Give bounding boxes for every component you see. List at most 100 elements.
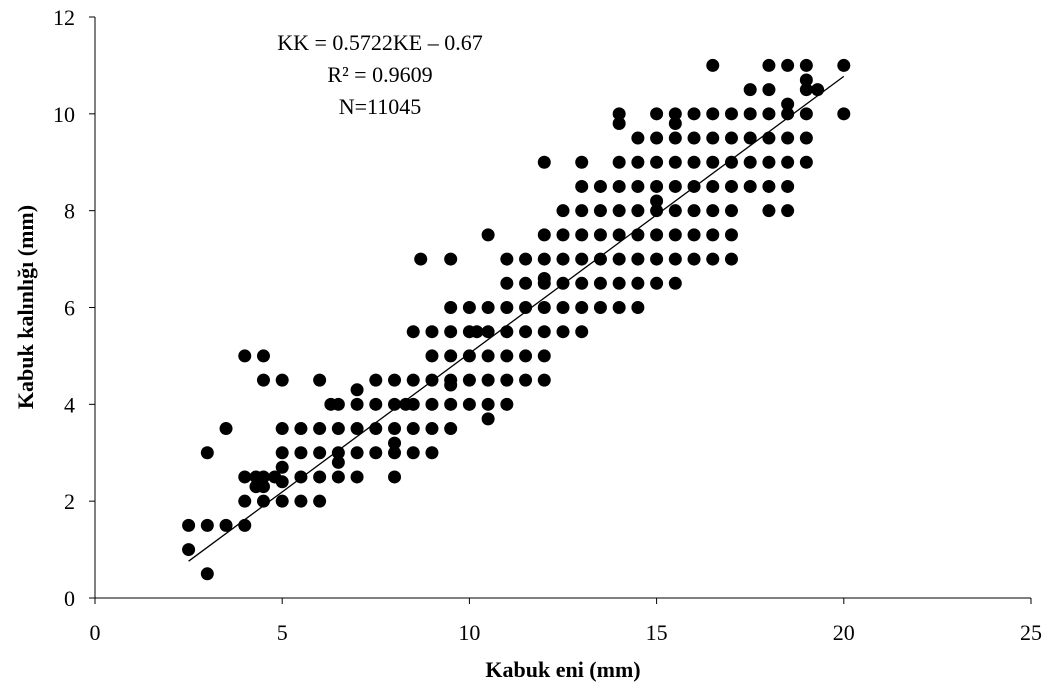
trendline	[188, 75, 845, 562]
data-point	[781, 204, 795, 218]
data-point	[556, 325, 570, 339]
x-tick-label: 5	[277, 620, 288, 645]
x-tick-label: 25	[1020, 620, 1042, 645]
data-point	[275, 494, 289, 508]
data-point	[593, 276, 607, 290]
data-point	[612, 117, 626, 131]
data-point	[200, 446, 214, 460]
data-point	[519, 325, 533, 339]
data-point	[313, 470, 327, 484]
data-point	[743, 83, 757, 97]
data-point	[519, 301, 533, 314]
data-point	[687, 131, 701, 145]
data-point	[593, 228, 607, 242]
y-tick-label: 6	[64, 296, 75, 321]
data-point	[425, 325, 439, 339]
data-point	[781, 131, 795, 145]
data-point	[537, 301, 551, 314]
data-point	[668, 204, 682, 218]
data-point	[275, 373, 289, 387]
x-tick-label: 0	[90, 620, 101, 645]
data-point	[219, 422, 233, 436]
data-point	[687, 252, 701, 266]
data-point	[369, 422, 383, 436]
data-point	[575, 325, 589, 339]
data-point	[762, 179, 776, 193]
data-point	[668, 228, 682, 242]
data-point	[331, 455, 345, 469]
data-point	[256, 373, 270, 387]
axes-layer: 0 5 10 15 20 25 0 2 4 6 8 10 12	[53, 5, 1042, 645]
data-point	[369, 446, 383, 460]
data-point	[650, 194, 664, 208]
data-point	[519, 276, 533, 290]
data-point	[500, 373, 514, 387]
labels-layer: KK = 0.5722KE – 0.67 R² = 0.9609 N=11045…	[13, 30, 641, 682]
data-point	[743, 179, 757, 193]
data-point	[668, 252, 682, 266]
data-point	[481, 325, 495, 339]
data-point	[724, 107, 738, 121]
data-point	[575, 204, 589, 218]
data-point	[724, 228, 738, 242]
y-tick-label: 4	[64, 392, 75, 417]
data-point	[575, 252, 589, 266]
data-point	[706, 228, 720, 242]
data-point	[799, 131, 813, 145]
data-point	[706, 131, 720, 145]
data-point	[294, 494, 308, 508]
data-point	[743, 131, 757, 145]
data-point	[238, 349, 252, 363]
data-point	[781, 58, 795, 72]
data-point	[275, 446, 289, 460]
data-point	[500, 349, 514, 363]
data-point	[350, 470, 364, 484]
data-point	[238, 518, 252, 532]
data-point	[388, 397, 402, 411]
data-point	[537, 373, 551, 387]
data-point	[182, 518, 196, 532]
data-point	[444, 252, 458, 266]
data-point	[762, 131, 776, 145]
data-point	[650, 276, 664, 290]
data-point	[537, 155, 551, 169]
data-point	[650, 228, 664, 242]
data-point	[462, 301, 476, 314]
data-point	[687, 107, 701, 121]
data-point	[537, 252, 551, 266]
data-point	[631, 155, 645, 169]
data-point	[706, 155, 720, 169]
data-point	[556, 252, 570, 266]
data-point	[406, 373, 420, 387]
y-tick-label: 10	[53, 102, 75, 127]
x-axis-title: Kabuk eni (mm)	[485, 657, 640, 682]
data-point	[331, 422, 345, 436]
data-point	[631, 131, 645, 145]
data-point	[706, 107, 720, 121]
data-point	[537, 228, 551, 242]
y-tick-label: 0	[64, 586, 75, 611]
data-point	[406, 397, 420, 411]
data-point	[593, 301, 607, 314]
data-point	[631, 204, 645, 218]
data-point	[425, 397, 439, 411]
data-point	[781, 155, 795, 169]
data-point	[575, 155, 589, 169]
data-point	[406, 422, 420, 436]
data-point	[182, 543, 196, 557]
data-point	[294, 446, 308, 460]
data-point	[462, 373, 476, 387]
data-point	[612, 204, 626, 218]
data-point	[706, 252, 720, 266]
data-point	[481, 228, 495, 242]
data-point	[350, 422, 364, 436]
data-point	[799, 83, 813, 97]
data-point	[313, 494, 327, 508]
data-point	[631, 228, 645, 242]
data-point	[575, 179, 589, 193]
data-point	[837, 58, 851, 72]
data-point	[799, 107, 813, 121]
data-point	[837, 107, 851, 121]
